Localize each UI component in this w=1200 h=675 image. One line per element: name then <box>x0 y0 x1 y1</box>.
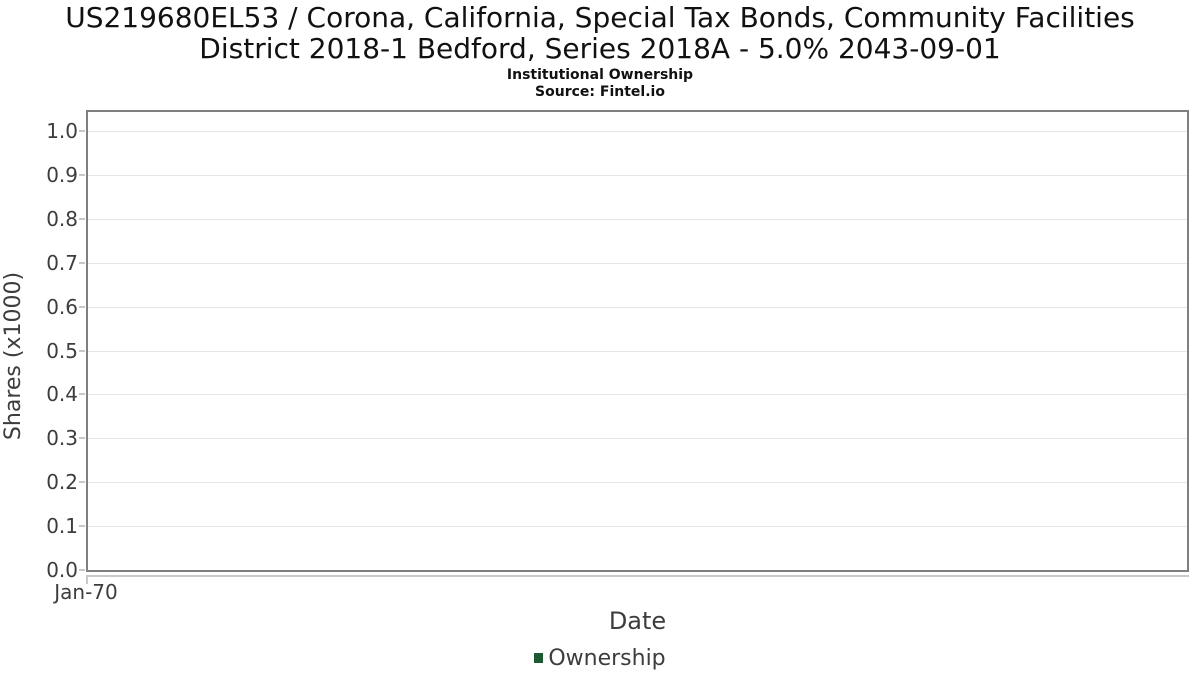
gridline <box>88 350 1187 352</box>
y-tick-label: 0.1 <box>46 514 78 539</box>
y-tick-label: 0.4 <box>46 382 78 407</box>
chart-title-line1: US219680EL53 / Corona, California, Speci… <box>65 1 1135 34</box>
legend-label: Ownership <box>548 645 666 671</box>
y-tick-mark <box>79 569 85 571</box>
y-tick-label: 1.0 <box>46 119 78 143</box>
legend-swatch-icon <box>534 653 544 663</box>
y-tick-label: 0.7 <box>46 250 78 275</box>
chart-title: US219680EL53 / Corona, California, Speci… <box>0 2 1200 64</box>
chart-title-line2: District 2018-1 Bedford, Series 2018A - … <box>199 32 1001 65</box>
y-tick-label: 0.2 <box>46 470 78 495</box>
chart-subtitle: Institutional Ownership <box>506 67 694 83</box>
y-tick-label: 0.5 <box>46 338 78 363</box>
y-tick-mark <box>79 393 85 396</box>
y-tick-label: 0.9 <box>46 162 78 187</box>
x-tick-label: Jan-70 <box>54 580 118 604</box>
y-tick-mark <box>79 217 85 220</box>
x-axis-line <box>86 575 1189 577</box>
legend: Ownership <box>0 645 1200 671</box>
y-tick-mark <box>79 261 85 264</box>
gridline <box>88 482 1187 484</box>
plot-area <box>86 110 1189 572</box>
x-axis-title: Date <box>608 607 667 635</box>
gridline <box>88 438 1187 440</box>
gridline <box>88 218 1187 220</box>
chart-source: Source: Fintel.io <box>535 84 665 100</box>
gridline <box>88 174 1187 176</box>
y-tick-label: 0.0 <box>46 558 78 582</box>
gridline <box>88 394 1187 396</box>
y-tick-label: 0.6 <box>46 294 78 319</box>
y-tick-mark <box>79 173 85 176</box>
y-tick-mark <box>79 305 85 308</box>
y-tick-label: 0.3 <box>46 426 78 451</box>
y-tick-mark <box>79 437 85 440</box>
gridline <box>88 306 1187 308</box>
x-tick-mark <box>86 575 88 584</box>
y-tick-mark <box>79 349 85 352</box>
gridline <box>88 262 1187 264</box>
gridline <box>88 131 1187 132</box>
y-tick-mark <box>79 481 85 484</box>
gridline <box>88 526 1187 528</box>
y-tick-mark <box>79 130 85 132</box>
y-tick-label: 0.8 <box>46 206 78 231</box>
y-tick-mark <box>79 525 85 528</box>
